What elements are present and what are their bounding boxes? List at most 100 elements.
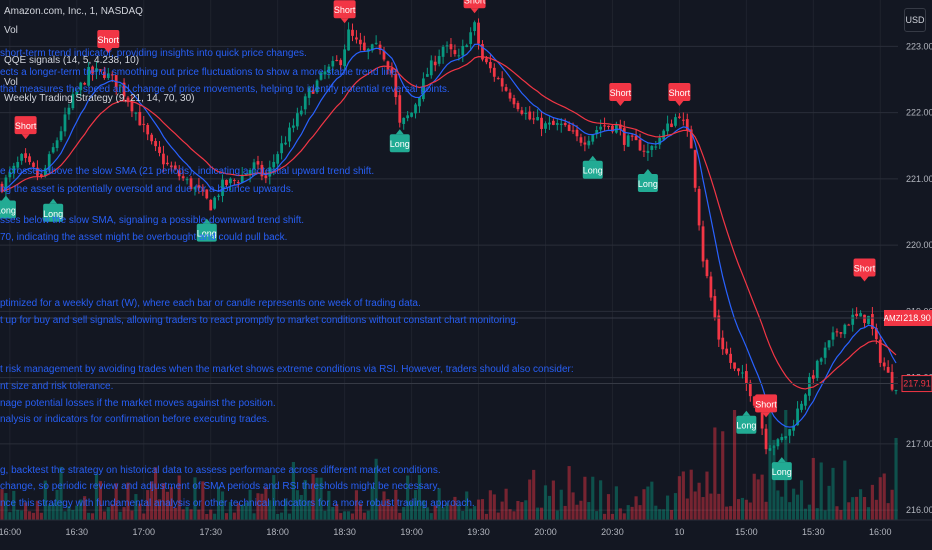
candle-body bbox=[24, 153, 27, 158]
volume-bar bbox=[244, 502, 248, 520]
candle-body bbox=[563, 123, 567, 126]
volume-bar bbox=[16, 509, 20, 520]
candle-body bbox=[311, 89, 315, 94]
volume-bar bbox=[496, 512, 500, 520]
candle-body bbox=[166, 162, 169, 165]
candle-body bbox=[437, 56, 441, 64]
secondary-price-tag-text: 217.91 bbox=[903, 379, 931, 389]
volume-bar bbox=[339, 513, 343, 520]
volume-bar bbox=[8, 512, 12, 520]
volume-bar bbox=[669, 509, 674, 520]
volume-bar bbox=[193, 477, 197, 520]
volume-bar bbox=[563, 505, 567, 520]
time-tick-label: 18:30 bbox=[333, 527, 356, 537]
volume-bar bbox=[583, 476, 587, 520]
candle-body bbox=[559, 123, 563, 125]
candle-body bbox=[55, 140, 59, 148]
candle-body bbox=[398, 95, 402, 123]
candle-body bbox=[867, 315, 870, 325]
volume-bar bbox=[756, 479, 760, 520]
volume-bar bbox=[283, 498, 288, 520]
price-axis[interactable]: 216.00217.00218.00219.00220.00221.00222.… bbox=[884, 0, 932, 550]
volume-bar bbox=[299, 495, 303, 520]
candle-body bbox=[146, 124, 150, 135]
candle-body bbox=[607, 125, 610, 128]
volume-indicator-label-2[interactable]: Vol bbox=[4, 77, 18, 88]
volume-bar bbox=[94, 473, 99, 520]
volume-bar bbox=[374, 458, 378, 520]
short-signal: Short bbox=[755, 394, 777, 418]
candle-body bbox=[634, 135, 638, 141]
candle-body bbox=[874, 328, 878, 340]
candle-body bbox=[701, 226, 705, 262]
volume-bar bbox=[39, 512, 43, 520]
signal-label-text: Short bbox=[669, 88, 691, 98]
signal-label-text: Short bbox=[854, 264, 876, 274]
currency-button[interactable]: USD bbox=[904, 8, 926, 32]
volume-bar bbox=[209, 509, 213, 520]
time-tick-label: 10 bbox=[674, 527, 684, 537]
price-tick-label: 223.00 bbox=[906, 41, 932, 51]
candle-body bbox=[638, 139, 642, 151]
volume-bar bbox=[165, 491, 169, 520]
time-axis[interactable]: 16:00 16:30 17:00 17:30 18:00 18:30 19:00 19:30… bbox=[0, 519, 932, 550]
volume-bar bbox=[445, 502, 449, 520]
signal-pointer bbox=[21, 134, 30, 140]
candle-body bbox=[429, 60, 433, 76]
volume-bar bbox=[295, 490, 299, 520]
candle-body bbox=[516, 102, 520, 110]
candle-body bbox=[595, 130, 599, 135]
volume-bar bbox=[807, 504, 811, 520]
candle-body bbox=[445, 45, 449, 47]
long-signal: Long bbox=[0, 195, 16, 219]
long-signal: Long bbox=[736, 410, 756, 434]
volume-bar bbox=[27, 511, 32, 520]
candle-body bbox=[425, 74, 429, 77]
candle-body bbox=[575, 129, 579, 137]
candle-body bbox=[106, 73, 110, 79]
volume-bar bbox=[646, 486, 650, 520]
candle-body bbox=[386, 61, 390, 70]
candle-body bbox=[240, 174, 244, 183]
volume-bar bbox=[847, 502, 851, 520]
candle-body bbox=[110, 74, 114, 76]
overlay-text-line: nage potential losses if the market move… bbox=[0, 398, 276, 409]
slow-ma-line bbox=[1, 56, 897, 390]
signal-label-text: Short bbox=[15, 121, 37, 131]
volume-bar bbox=[539, 507, 544, 520]
volume-bar bbox=[752, 473, 756, 520]
overlay-text-line: sses below the slow SMA, signaling a pos… bbox=[0, 215, 305, 226]
volume-bar bbox=[331, 506, 335, 520]
volume-bar bbox=[811, 457, 815, 520]
overlay-text-line: change, so periodic review and adjustmen… bbox=[0, 481, 440, 492]
strategy-indicator-label[interactable]: Weekly Trading Strategy (9, 21, 14, 70, … bbox=[4, 93, 195, 104]
candle-body bbox=[39, 174, 43, 177]
volume-bar bbox=[43, 480, 47, 520]
qqe-indicator-label[interactable]: QQE signals (14, 5, 4.238, 10) bbox=[4, 55, 140, 66]
volume-bar bbox=[173, 507, 177, 520]
volume-bar bbox=[831, 467, 835, 520]
candle-body bbox=[642, 150, 646, 152]
candle-body bbox=[457, 55, 461, 57]
volume-bar bbox=[547, 495, 552, 520]
candle-body bbox=[252, 162, 256, 169]
candle-body bbox=[288, 127, 291, 142]
candle-body bbox=[225, 179, 228, 186]
candle-body bbox=[63, 114, 67, 132]
candle-body bbox=[744, 371, 748, 384]
long-signal: Long bbox=[772, 457, 792, 481]
signal-pointer bbox=[49, 198, 58, 204]
volume-bar bbox=[185, 506, 189, 520]
volume-indicator-label[interactable]: Vol bbox=[4, 25, 18, 36]
candle-body bbox=[713, 296, 717, 318]
signal-label-text: Long bbox=[638, 179, 658, 189]
candle-body bbox=[871, 314, 874, 329]
volume-bar bbox=[98, 481, 103, 520]
signal-label-box bbox=[853, 258, 876, 277]
volume-bar bbox=[122, 507, 126, 520]
volume-bar bbox=[764, 501, 768, 520]
candle-body bbox=[99, 69, 102, 71]
time-tick-label: 17:00 bbox=[132, 527, 155, 537]
grid-lines bbox=[0, 0, 898, 520]
